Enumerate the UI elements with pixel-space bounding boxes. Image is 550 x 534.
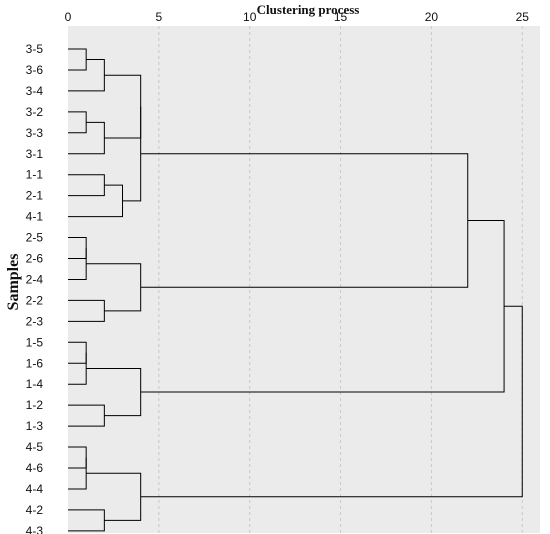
grid-lines [158, 26, 523, 533]
x-tick-label: 5 [156, 10, 163, 24]
sample-label: 3-1 [26, 147, 44, 161]
sample-label: 2-1 [26, 189, 44, 203]
sample-labels: 3-5 3-6 3-4 3-2 3-3 3-1 1-1 2-1 4-1 2-5 2-6 2-4 2-2 2… [26, 42, 44, 534]
dendrogram-link [68, 248, 87, 280]
sample-label: 1-6 [26, 356, 44, 370]
sample-label: 2-6 [26, 252, 44, 266]
plot-background [68, 26, 540, 533]
x-tick-label: 20 [425, 10, 439, 24]
dendrogram-links [68, 48, 523, 532]
sample-label: 2-3 [26, 314, 44, 328]
sample-label: 4-4 [26, 482, 44, 496]
dendrogram-link [140, 305, 523, 498]
sample-label: 3-4 [26, 84, 44, 98]
sample-label: 3-2 [26, 105, 44, 119]
sample-label: 2-5 [26, 231, 44, 245]
dendrogram-link [68, 457, 87, 490]
sample-label: 1-3 [26, 419, 44, 433]
sample-label: 1-1 [26, 168, 44, 182]
x-tick-label: 25 [516, 10, 530, 24]
sample-label: 4-3 [26, 524, 44, 534]
x-tick-label: 15 [334, 10, 348, 24]
sample-label: 1-5 [26, 335, 44, 349]
x-axis-title: Clustering process [257, 2, 360, 17]
sample-label: 4-2 [26, 503, 44, 517]
x-tick-label: 0 [65, 10, 72, 24]
sample-label: 3-6 [26, 63, 44, 77]
sample-label: 2-4 [26, 272, 44, 286]
x-tick-label: 10 [243, 10, 257, 24]
sample-label: 3-5 [26, 42, 44, 56]
sample-label: 2-2 [26, 293, 44, 307]
dendrogram-link [122, 106, 142, 202]
sample-label: 4-1 [26, 210, 44, 224]
dendrogram-link [68, 352, 87, 385]
sample-label: 1-4 [26, 377, 44, 391]
sample-label: 3-3 [26, 126, 44, 140]
sample-label: 1-2 [26, 398, 44, 412]
sample-label: 4-5 [26, 440, 44, 454]
y-axis-title: Samples [5, 254, 22, 311]
sample-label: 4-6 [26, 461, 44, 475]
x-axis-ticks: 0 5 10 15 20 25 [65, 10, 530, 24]
